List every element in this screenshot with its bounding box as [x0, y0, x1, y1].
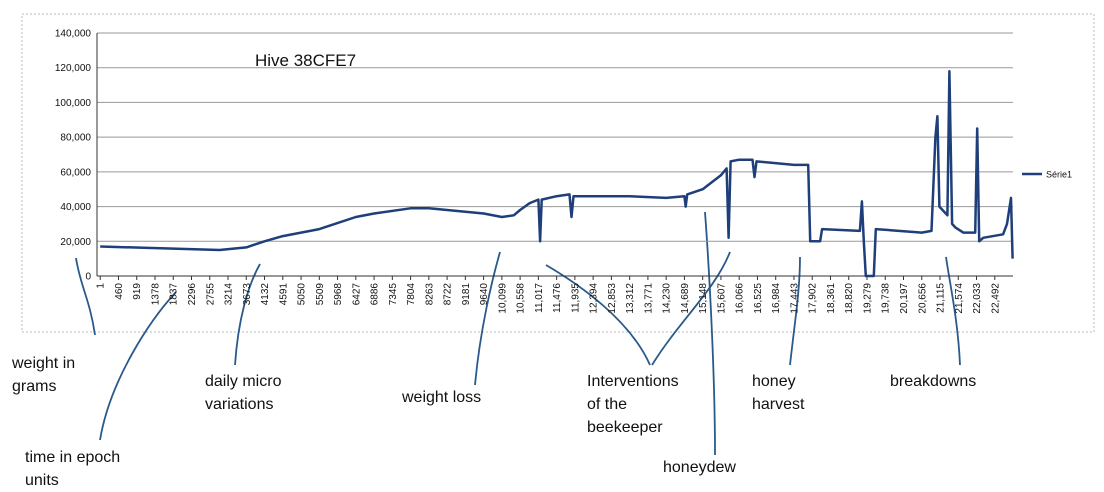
x-tick-label: 18,361	[826, 283, 837, 314]
x-tick-label: 21,115	[936, 283, 947, 313]
x-tick-label: 16,066	[735, 283, 746, 314]
x-tick-label: 5050	[297, 283, 308, 306]
annotation: honey	[752, 373, 796, 390]
x-tick-label: 9181	[461, 283, 472, 306]
x-tick-label: 5509	[315, 283, 326, 306]
x-tick-label: 2296	[187, 283, 198, 306]
x-tick-label: 11,935	[570, 283, 581, 313]
x-tick-label: 15,607	[716, 283, 727, 314]
x-tick-label: 7345	[388, 283, 399, 306]
x-tick-label: 13,312	[625, 283, 636, 314]
annotation: harvest	[752, 396, 805, 413]
annotation: units	[25, 472, 59, 489]
y-tick-label: 20,000	[60, 237, 91, 248]
x-tick-label: 8263	[424, 283, 435, 306]
x-tick-label: 13,771	[643, 283, 654, 314]
x-tick-label: 1378	[150, 283, 161, 306]
y-tick-label: 100,000	[55, 98, 92, 109]
x-tick-label: 1837	[169, 283, 180, 306]
y-tick-label: 40,000	[60, 202, 91, 213]
x-tick-label: 9640	[479, 283, 490, 306]
arrow	[704, 211, 716, 456]
x-tick-label: 460	[114, 283, 125, 300]
arrow	[545, 264, 651, 366]
x-tick-label: 5968	[333, 283, 344, 306]
y-tick-label: 80,000	[60, 133, 91, 144]
x-tick-label: 16,984	[771, 283, 782, 314]
x-tick-label: 11,017	[534, 283, 545, 313]
y-tick-label: 0	[85, 272, 91, 283]
x-tick-label: 20,197	[899, 283, 910, 314]
annotation: of the	[587, 396, 627, 413]
x-tick-label: 7804	[406, 283, 417, 306]
x-tick-label: 17,902	[808, 283, 819, 314]
annotation: beekeeper	[587, 419, 663, 436]
arrow	[651, 251, 731, 366]
annotation-arrows	[75, 211, 961, 456]
x-tick-label: 21,574	[954, 283, 965, 314]
x-tick-label: 10,099	[497, 283, 508, 314]
x-tick-label: 15,148	[698, 283, 709, 314]
x-tick-label: 12,394	[589, 283, 600, 314]
x-tick-label: 11,476	[552, 283, 563, 313]
arrow	[234, 263, 261, 366]
x-tick-label: 919	[132, 283, 143, 300]
x-tick-label: 3214	[224, 283, 235, 306]
legend-label: Série1	[1046, 170, 1072, 180]
annotation: grams	[12, 378, 56, 395]
x-tick-label: 16,525	[753, 283, 764, 314]
arrow	[789, 256, 801, 366]
data-line	[100, 69, 1014, 278]
y-tick-label: 60,000	[60, 167, 91, 178]
annotation: honeydew	[663, 459, 736, 476]
x-tick-label: 8722	[443, 283, 454, 306]
x-tick-label: 6886	[370, 283, 381, 306]
x-tick-label: 1	[96, 283, 107, 289]
x-tick-label: 14,230	[662, 283, 673, 314]
x-tick-label: 14,689	[680, 283, 691, 314]
annotation: weight loss	[401, 389, 481, 406]
annotation: breakdowns	[890, 373, 976, 390]
x-tick-label: 6427	[351, 283, 362, 306]
chart-frame	[21, 13, 1095, 333]
arrow	[945, 256, 961, 366]
arrow	[99, 291, 177, 441]
x-tick-label: 20,656	[917, 283, 928, 314]
x-tick-label: 12,853	[607, 283, 618, 314]
x-tick-label: 17,443	[789, 283, 800, 314]
arrow	[474, 251, 501, 386]
chart-title: Hive 38CFE7	[255, 51, 356, 70]
annotation: Interventions	[587, 373, 679, 390]
annotation: variations	[205, 396, 273, 413]
x-tick-label: 18,820	[844, 283, 855, 314]
annotation: weight in	[11, 355, 75, 372]
y-tick-label: 140,000	[55, 29, 92, 40]
annotation: time in epoch	[25, 449, 120, 466]
x-tick-label: 22,492	[990, 283, 1001, 314]
x-tick-label: 2755	[205, 283, 216, 306]
x-tick-label: 4132	[260, 283, 271, 306]
annotation: daily micro	[205, 373, 282, 390]
x-tick-label: 19,279	[862, 283, 873, 314]
arrow	[75, 257, 96, 336]
x-tick-label: 19,738	[881, 283, 892, 314]
y-tick-label: 120,000	[55, 63, 92, 74]
x-tick-label: 22,033	[972, 283, 983, 314]
x-tick-label: 3673	[242, 283, 253, 306]
x-tick-label: 4591	[278, 283, 289, 306]
x-tick-label: 10,558	[516, 283, 527, 314]
